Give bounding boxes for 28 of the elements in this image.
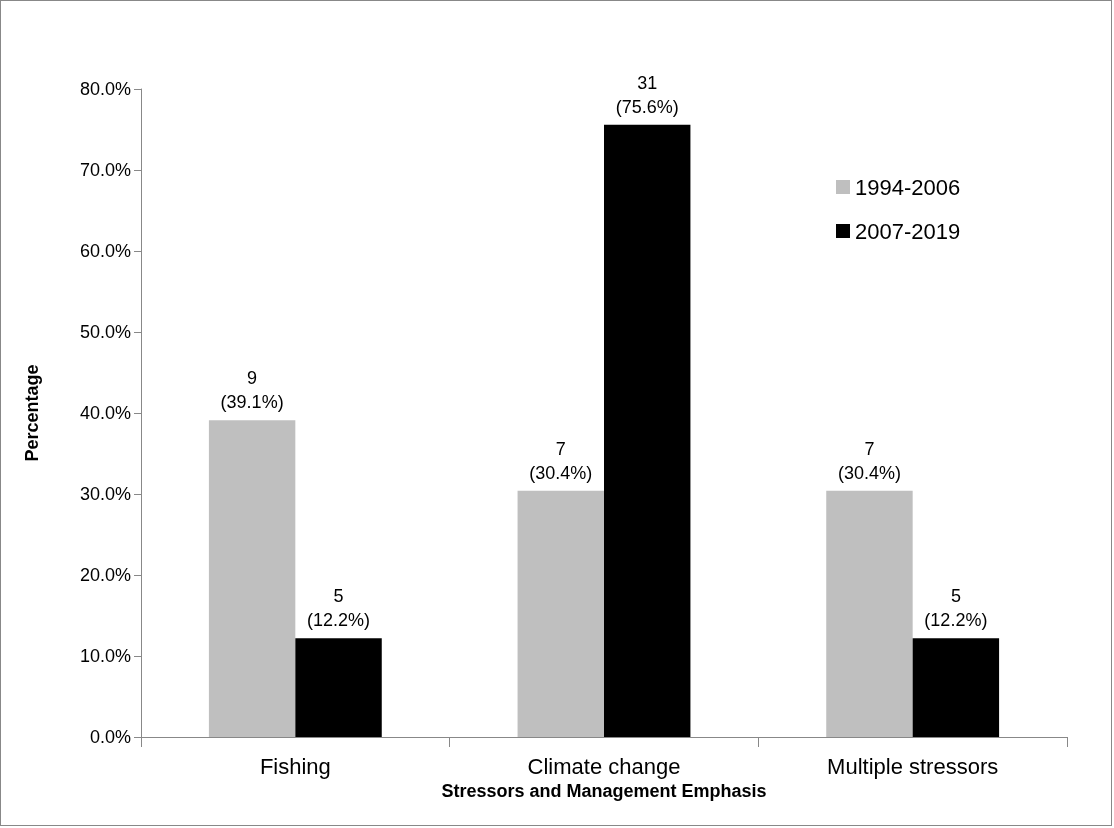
y-tick-label: 20.0% bbox=[79, 565, 131, 585]
y-tick-label: 40.0% bbox=[79, 403, 131, 423]
data-label: 5 (12.2%) bbox=[924, 586, 988, 631]
x-tick-label: Climate change bbox=[527, 753, 681, 779]
bar bbox=[604, 124, 691, 737]
data-label: 7 (30.4%) bbox=[529, 438, 593, 483]
y-tick-label: 70.0% bbox=[79, 160, 131, 180]
data-label: 5 (12.2%) bbox=[307, 586, 371, 631]
y-axis-title: Percentage bbox=[22, 364, 42, 462]
y-tick-label: 80.0% bbox=[79, 79, 131, 99]
y-tick-label: 30.0% bbox=[79, 484, 131, 504]
legend-label: 2007-2019 bbox=[855, 218, 961, 244]
x-tick-label: Multiple stressors bbox=[827, 753, 999, 779]
bar bbox=[912, 638, 1000, 737]
data-label: 7 (30.4%) bbox=[837, 438, 901, 483]
y-tick-label: 10.0% bbox=[79, 646, 131, 666]
bar bbox=[517, 490, 604, 737]
y-tick-label: 60.0% bbox=[79, 241, 131, 261]
data-label: 9 (39.1%) bbox=[220, 368, 284, 413]
y-tick-label: 0.0% bbox=[89, 727, 131, 747]
bar bbox=[208, 420, 296, 737]
bar bbox=[826, 490, 913, 737]
bar bbox=[295, 638, 382, 737]
data-label: 31 (75.6%) bbox=[615, 72, 679, 117]
legend-label: 1994-2006 bbox=[855, 174, 961, 200]
x-axis-title: Stressors and Management Emphasis bbox=[441, 780, 767, 801]
y-tick-label: 50.0% bbox=[79, 322, 131, 342]
x-tick-label: Fishing bbox=[259, 753, 331, 779]
